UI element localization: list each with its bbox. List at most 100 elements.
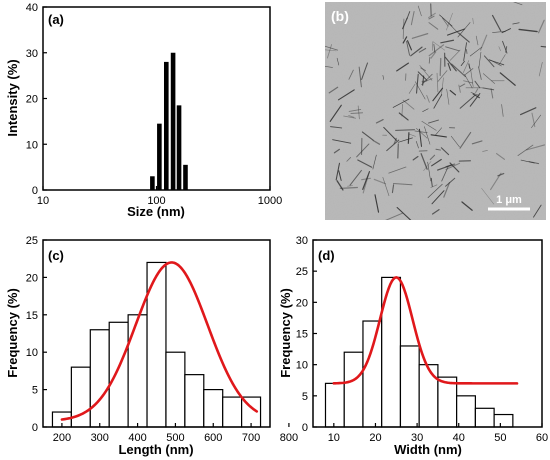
tem-fiber <box>474 80 481 89</box>
tem-fiber <box>332 139 352 144</box>
tem-fiber <box>497 172 505 177</box>
tem-fiber <box>430 184 438 188</box>
tem-fiber <box>406 11 411 20</box>
tem-fiber <box>419 65 433 81</box>
tem-fiber <box>347 185 353 187</box>
tem-fiber <box>406 40 411 56</box>
panel-d-x-tick-label: 10 <box>328 432 340 444</box>
tem-fiber <box>445 163 456 168</box>
tem-fiber <box>449 89 457 96</box>
tem-fiber <box>537 19 545 34</box>
tem-fiber <box>339 186 358 190</box>
tem-fiber <box>475 35 479 46</box>
panel-c-bar <box>165 351 186 428</box>
tem-fiber <box>463 80 474 84</box>
tem-fiber <box>518 28 538 33</box>
panel-a-y-tick-label: 10 <box>26 139 38 151</box>
tem-fiber <box>441 166 449 182</box>
tem-fiber <box>395 129 416 131</box>
tem-fiber <box>426 94 430 103</box>
tem-fiber <box>442 17 449 27</box>
tem-fiber <box>439 14 453 27</box>
tem-fiber <box>490 88 494 99</box>
panel-c-label: (c) <box>48 248 64 263</box>
panel-d-bar <box>437 376 458 428</box>
tem-fiber <box>432 41 445 51</box>
panel-c-y-tick-label: 0 <box>32 422 38 434</box>
panel-a-x-axis-title: Size (nm) <box>127 204 185 219</box>
tem-fiber <box>499 72 516 86</box>
panel-c-x-axis-title: Length (nm) <box>118 442 193 457</box>
panel-d-y-tick-label: 15 <box>296 329 308 341</box>
panel-d-y-tick-label: 0 <box>302 422 308 434</box>
tem-fiber <box>446 28 466 36</box>
tem-fiber <box>336 57 340 66</box>
tem-fiber <box>423 161 432 172</box>
tem-fiber <box>372 154 377 170</box>
tem-fiber <box>462 60 470 73</box>
panel-c-bar <box>127 314 148 428</box>
tem-fiber <box>488 59 505 66</box>
panel-d-y-tick-label: 30 <box>296 235 308 247</box>
panel-c-y-axis-title: Frequency (%) <box>5 288 20 378</box>
panel-a-bar <box>164 61 169 191</box>
tem-fiber <box>361 177 371 181</box>
tem-fiber <box>520 159 535 164</box>
tem-fiber <box>439 57 442 77</box>
panel-d-bar <box>418 364 439 428</box>
panel-a-bar <box>183 164 188 190</box>
panel-d-x-tick-label: 50 <box>494 432 506 444</box>
tem-fiber <box>328 86 339 94</box>
tem-fiber <box>460 60 465 67</box>
tem-fiber <box>428 56 431 64</box>
tem-fiber <box>513 2 523 6</box>
tem-fiber <box>402 17 408 30</box>
tem-fiber <box>412 155 419 161</box>
tem-fiber <box>435 148 442 151</box>
panel-c-y-tick-label: 10 <box>26 347 38 359</box>
tem-fiber <box>429 154 436 160</box>
tem-fiber <box>374 194 380 213</box>
tem-fiber <box>398 112 409 121</box>
tem-fiber <box>410 10 415 26</box>
tem-fiber <box>472 93 480 99</box>
panel-d-y-tick-label: 5 <box>302 391 308 403</box>
tem-fiber <box>386 139 400 152</box>
tem-fiber <box>415 141 419 149</box>
tem-fiber <box>407 132 410 144</box>
panel-a-y-tick-label: 40 <box>26 2 38 14</box>
tem-fiber <box>528 161 540 165</box>
tem-fiber <box>361 131 374 141</box>
tem-fiber <box>417 5 422 17</box>
tem-fiber <box>437 70 448 82</box>
tem-fiber <box>525 144 546 151</box>
panel-d-x-tick-label: 20 <box>369 432 381 444</box>
tem-fiber <box>431 190 445 205</box>
tem-fiber <box>393 137 397 145</box>
tem-fiber <box>445 177 456 187</box>
tem-fiber <box>458 84 461 93</box>
tem-fiber <box>337 89 355 101</box>
tem-fiber <box>479 34 488 51</box>
panel-a-bar <box>176 105 182 190</box>
tem-fiber <box>416 128 428 139</box>
tem-fiber <box>343 115 357 119</box>
panel-d-bar <box>399 345 420 428</box>
tem-fiber <box>531 112 536 128</box>
tem-fiber <box>424 126 431 145</box>
tem-fiber <box>335 162 340 181</box>
panel-c-y-tick-label: 20 <box>26 272 38 284</box>
tem-fiber <box>420 67 426 72</box>
panel-c-y-tick-label: 25 <box>26 235 38 247</box>
tem-fiber <box>392 98 410 108</box>
panel-a-bars <box>150 52 188 191</box>
panel-a-bar <box>170 52 176 190</box>
tem-fiber <box>362 171 371 190</box>
tem-fiber <box>433 44 436 53</box>
tem-fiber <box>436 72 439 93</box>
tem-grain-texture <box>325 2 546 220</box>
panel-c-bar <box>184 374 205 428</box>
panel-c-bar <box>222 396 243 428</box>
tem-fiber <box>444 56 457 72</box>
